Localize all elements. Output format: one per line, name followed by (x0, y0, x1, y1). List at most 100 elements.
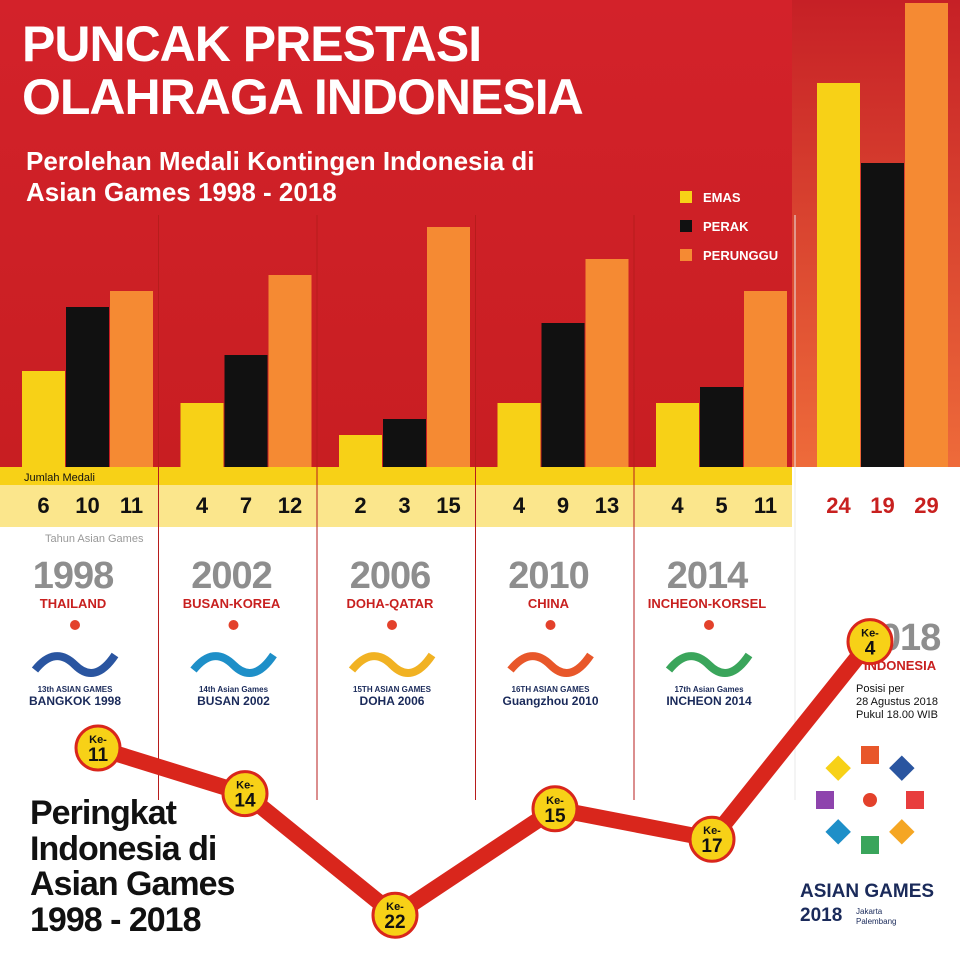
emblem-piece (825, 819, 851, 845)
bar (700, 387, 743, 467)
emblem-piece (889, 755, 915, 781)
legend-swatch (680, 249, 692, 261)
bar (585, 259, 629, 467)
value-label: 2 (354, 493, 366, 518)
rank-title: Peringkat Indonesia di Asian Games 1998 … (30, 794, 235, 940)
logo-text: BANGKOK 1998 (29, 694, 121, 708)
rank-prefix: Ke- (546, 795, 564, 807)
emblem-piece (906, 791, 924, 809)
legend-label: EMAS (703, 190, 741, 205)
host-label: CHINA (528, 596, 570, 611)
rank-number: 17 (701, 836, 722, 857)
rank-marker (531, 785, 579, 833)
rank-prefix: Ke- (89, 734, 107, 746)
bar (905, 3, 948, 467)
emblem-text: 2018 (800, 905, 842, 926)
emblem-piece (889, 819, 915, 845)
bar (383, 419, 426, 467)
bar (22, 371, 65, 467)
logo-text: 13th ASIAN GAMES (38, 685, 113, 694)
value-label: 15 (436, 493, 460, 518)
emblem-piece (816, 791, 834, 809)
rank-number: 15 (544, 806, 566, 827)
bar (339, 435, 382, 467)
host-label: INCHEON-KORSEL (648, 596, 767, 611)
year-label: 1998 (33, 555, 114, 597)
logo-mark (665, 652, 753, 677)
rank-prefix: Ke- (861, 628, 879, 640)
logo-text: DOHA 2006 (360, 694, 425, 708)
logo-mark (507, 652, 594, 677)
emblem-piece (861, 746, 879, 764)
host-label: DOHA-QATAR (347, 596, 435, 611)
rank-marker (221, 770, 269, 818)
value-axis-label: Jumlah Medali (24, 472, 95, 484)
rank-prefix: Ke- (386, 901, 404, 913)
value-label: 5 (715, 493, 727, 518)
value-label: 4 (513, 493, 526, 518)
logo-sun (70, 620, 80, 630)
rank-number: 22 (384, 912, 405, 933)
legend-label: PERUNGGU (703, 248, 778, 263)
logo-text: Guangzhou 2010 (502, 694, 598, 708)
bar (541, 323, 585, 467)
bar (180, 403, 224, 467)
value-label: 12 (278, 493, 302, 518)
subtitle: Perolehan Medali Kontingen Indonesia di … (26, 146, 535, 208)
note: Posisi per (856, 683, 905, 695)
logo-text: 17th Asian Games (674, 685, 744, 694)
year-label: 2014 (667, 555, 748, 597)
host-label: THAILAND (40, 596, 106, 611)
rank-label: Ke-17 (701, 825, 722, 857)
value-label: 7 (240, 493, 252, 518)
rank-line (95, 636, 877, 924)
x-label: Tahun Asian Games (45, 533, 144, 545)
note: 28 Agustus 2018 (856, 696, 938, 708)
logo-text: 14th Asian Games (199, 685, 269, 694)
bar (268, 275, 312, 467)
bar (110, 291, 153, 467)
emblem-piece (861, 836, 879, 854)
rank-label: Ke-15 (544, 795, 566, 827)
value-strip-top (0, 467, 792, 485)
logo-sun (228, 620, 239, 630)
logo-mark (31, 652, 119, 677)
year-label: 2010 (508, 555, 589, 597)
bar (66, 307, 109, 467)
emblem-text: ASIAN GAMES (800, 881, 934, 902)
bar (817, 83, 860, 467)
legend-swatch (680, 191, 692, 203)
note: Pukul 18.00 WIB (856, 709, 938, 721)
bar (861, 163, 904, 467)
value-label: 6 (37, 493, 49, 518)
rank-label: Ke-14 (234, 780, 256, 812)
logo-sun (387, 620, 397, 630)
bar (497, 403, 541, 467)
year-label: 2006 (350, 555, 431, 597)
value-label: 3 (398, 493, 410, 518)
value-label: 9 (557, 493, 569, 518)
value-label: 19 (870, 493, 894, 518)
rank-marker (688, 815, 736, 863)
title: PUNCAK PRESTASI OLAHRAGA INDONESIA (22, 16, 584, 125)
value-label: 11 (754, 493, 777, 518)
rank-label: Ke-22 (384, 901, 405, 933)
rank-prefix: Ke- (703, 825, 721, 837)
rank-label: Ke-11 (88, 734, 109, 766)
value-label: 11 (120, 493, 143, 518)
rank-marker (846, 618, 894, 666)
logo-sun (545, 620, 556, 630)
rank-marker (371, 891, 419, 939)
emblem-center (863, 793, 877, 807)
rank-number: 4 (865, 639, 876, 660)
logo-text: INCHEON 2014 (666, 694, 752, 708)
logo-mark (190, 652, 277, 677)
host-label: BUSAN-KOREA (183, 596, 281, 611)
value-label: 24 (826, 493, 851, 518)
value-label: 29 (914, 493, 938, 518)
rank-number: 14 (234, 791, 256, 812)
year-label: 2002 (191, 555, 272, 597)
logo-text: 15TH ASIAN GAMES (353, 685, 432, 694)
value-label: 10 (75, 493, 99, 518)
